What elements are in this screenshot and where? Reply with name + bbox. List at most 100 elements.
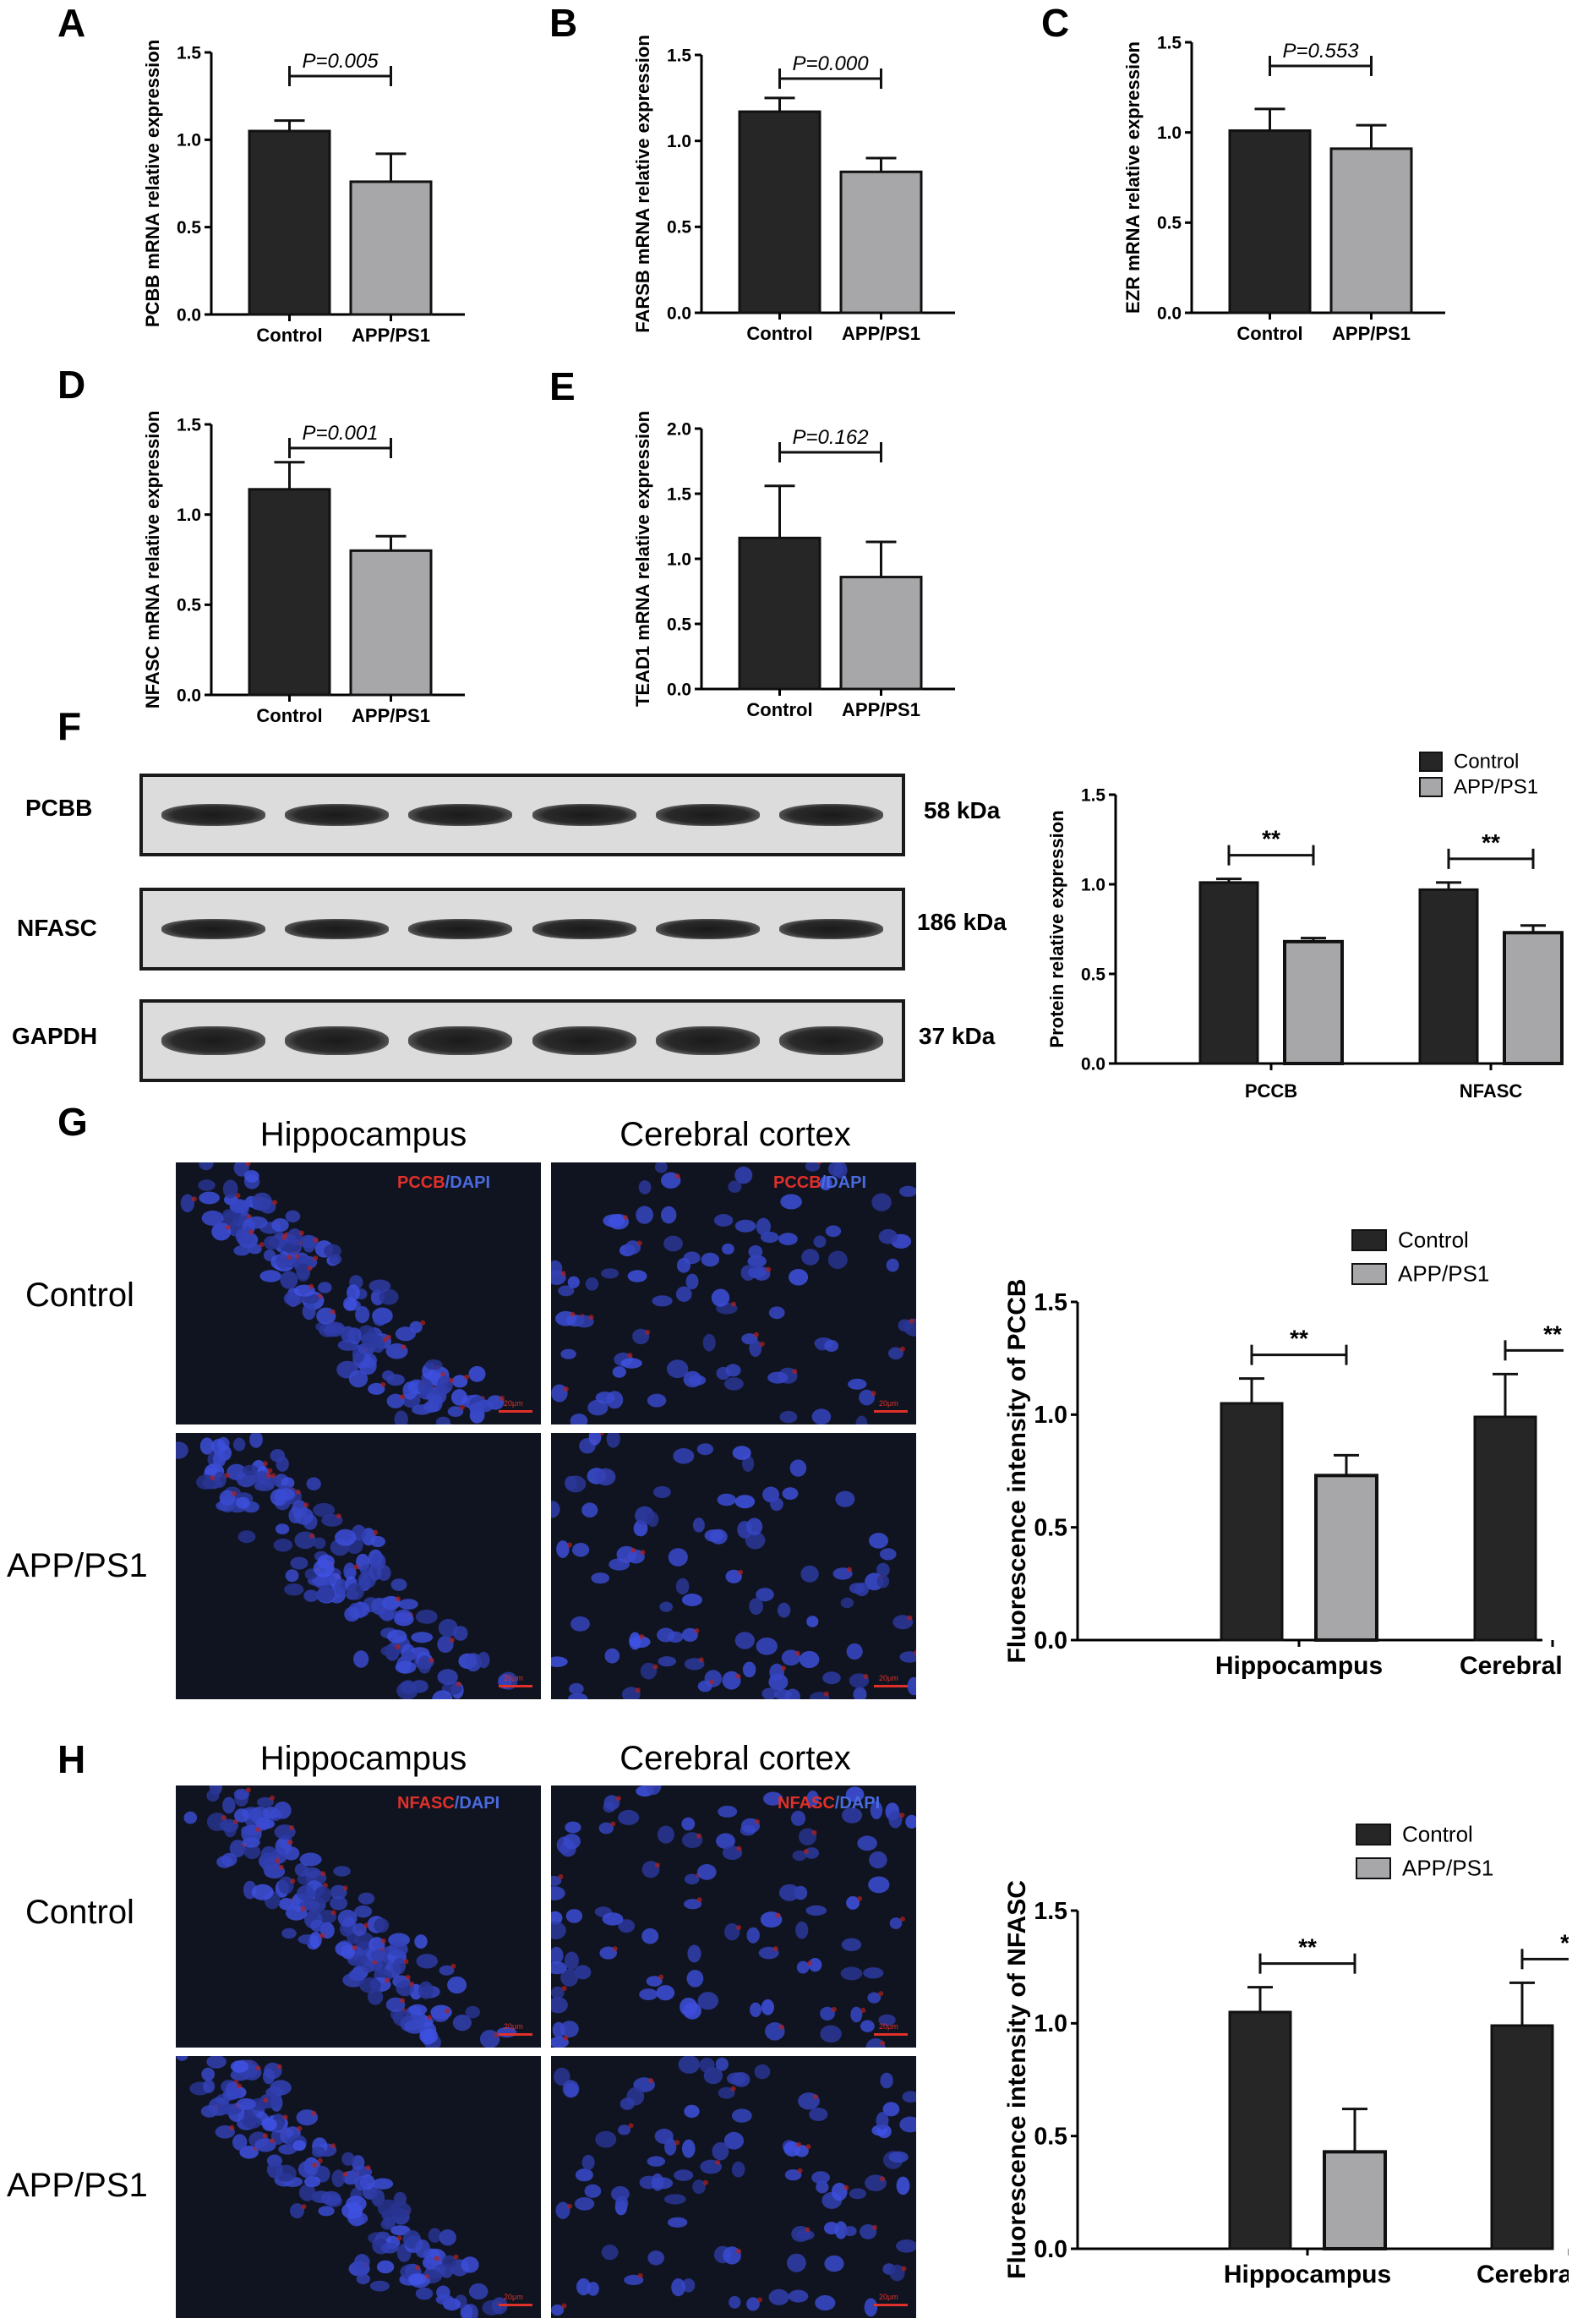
x-tick-label: Hippocampus bbox=[1215, 1652, 1383, 1680]
blot-band bbox=[656, 919, 760, 939]
y-axis-label: Fluorescence intensity of NFASC bbox=[1003, 1880, 1031, 2279]
y-tick-label: 1.0 bbox=[1081, 875, 1105, 894]
g-stain-label-2: PCCB/DAPI bbox=[773, 1173, 867, 1192]
x-tick-label: Control bbox=[256, 325, 322, 346]
y-tick-label: 1.5 bbox=[177, 43, 201, 63]
legend-label: Control bbox=[1402, 1821, 1473, 1846]
y-tick-label: 2.0 bbox=[667, 419, 691, 439]
x-tick-label: APP/PS1 bbox=[842, 323, 920, 344]
chart-b: 0.0 0.5 1.0 1.5 FARSB mRNA relative expressi… bbox=[632, 35, 955, 344]
legend-swatch bbox=[1419, 777, 1443, 797]
legend-swatch bbox=[1351, 1263, 1387, 1285]
chart-a: 0.0 0.5 1.0 1.5 PCBB mRNA relative expressio… bbox=[142, 40, 465, 346]
legend-swatch bbox=[1419, 752, 1443, 772]
blot-band bbox=[408, 919, 513, 939]
micrograph-g-app-hippocampus bbox=[176, 1433, 541, 1699]
y-tick-label: 1.0 bbox=[1034, 2010, 1067, 2037]
x-tick-label: APP/PS1 bbox=[842, 699, 920, 720]
bar bbox=[1418, 888, 1479, 1065]
micrograph-h-app-cortex bbox=[551, 2056, 916, 2318]
y-tick-label: 1.5 bbox=[1034, 1289, 1067, 1316]
chart-f: 0.0 0.5 1.0 1.5 Protein relative expression P… bbox=[1046, 751, 1564, 1102]
y-tick-label: 1.0 bbox=[1157, 123, 1182, 143]
blot-band bbox=[285, 919, 389, 939]
bar bbox=[1490, 2024, 1554, 2250]
y-tick-label: 0.0 bbox=[667, 680, 691, 699]
y-axis-label: EZR mRNA relative expression bbox=[1122, 41, 1144, 314]
p-value-label: P=0.553 bbox=[1282, 40, 1359, 63]
y-tick-label: 0.5 bbox=[667, 218, 691, 238]
legend-swatch bbox=[1356, 1824, 1391, 1846]
scale-bar-8 bbox=[874, 2304, 908, 2306]
y-tick-label: 1.0 bbox=[1034, 1402, 1067, 1429]
significance-label: ** bbox=[1543, 1321, 1562, 1347]
bar bbox=[1228, 2010, 1292, 2250]
blot-band bbox=[532, 804, 636, 826]
scale-bar-4 bbox=[874, 1685, 908, 1687]
bar bbox=[1329, 147, 1413, 314]
scale-label-5: 20μm bbox=[504, 2022, 523, 2031]
scale-label-6: 20μm bbox=[879, 2022, 898, 2031]
micrograph-h-control-cortex bbox=[551, 1785, 916, 2048]
y-tick-label: 0.0 bbox=[177, 305, 201, 325]
g-row-label-app: APP/PS1 bbox=[7, 1547, 148, 1584]
y-tick-label: 1.5 bbox=[667, 46, 691, 65]
panel-label-b: B bbox=[549, 1, 578, 45]
panel-label-h: H bbox=[57, 1737, 86, 1781]
y-tick-label: 1.5 bbox=[1081, 785, 1105, 805]
micrograph-g-control-cortex bbox=[551, 1162, 916, 1424]
y-tick-label: 1.5 bbox=[667, 484, 691, 504]
chart-e: 0.0 0.5 1.0 1.5 2.0 TEAD1 mRNA relative expre… bbox=[632, 411, 955, 720]
blot-band bbox=[532, 1026, 636, 1055]
y-tick-label: 1.0 bbox=[667, 550, 691, 569]
y-tick-label: 0.0 bbox=[1081, 1054, 1105, 1074]
panel-label-a: A bbox=[57, 1, 86, 45]
bar bbox=[248, 129, 331, 316]
blot-strip-pcbb bbox=[139, 774, 905, 856]
y-tick-label: 0.0 bbox=[177, 686, 201, 705]
y-tick-label: 1.5 bbox=[1034, 1898, 1067, 1925]
blot-size-gapdh: 37 kDa bbox=[919, 1023, 996, 1049]
blot-row-label-nfasc: NFASC bbox=[17, 915, 97, 941]
p-value-label: P=0.000 bbox=[792, 52, 869, 75]
micrograph-g-control-hippocampus bbox=[176, 1162, 541, 1424]
y-tick-label: 1.0 bbox=[177, 506, 201, 525]
g-stain-label-1: PCCB/DAPI bbox=[397, 1173, 491, 1192]
blot-strip-gapdh bbox=[139, 999, 905, 1082]
y-axis-label: Fluorescence intensity of PCCB bbox=[1003, 1278, 1031, 1663]
bar bbox=[1198, 881, 1259, 1065]
blot-band bbox=[656, 1026, 760, 1055]
blot-band bbox=[408, 1026, 513, 1055]
x-tick-label: Hippocampus bbox=[1224, 2261, 1391, 2288]
bar bbox=[1220, 1402, 1284, 1642]
blot-band bbox=[779, 1026, 884, 1055]
legend-label: Control bbox=[1454, 751, 1519, 774]
blot-row-label-pcbb: PCBB bbox=[25, 795, 93, 821]
significance-label: ** bbox=[1560, 1929, 1569, 1955]
panel-label-e: E bbox=[549, 364, 576, 408]
blot-band bbox=[285, 1026, 389, 1055]
y-tick-label: 0.5 bbox=[1034, 1515, 1067, 1542]
bar bbox=[1503, 931, 1564, 1065]
g-col-title-hippocampus: Hippocampus bbox=[259, 1116, 467, 1153]
panel-label-d: D bbox=[57, 363, 86, 407]
x-tick-label: APP/PS1 bbox=[352, 705, 430, 726]
scale-bar-2 bbox=[874, 1410, 908, 1413]
micrograph-h-control-hippocampus bbox=[176, 1785, 541, 2048]
bar bbox=[1283, 939, 1344, 1065]
blot-band bbox=[779, 804, 884, 826]
y-tick-label: 0.0 bbox=[667, 303, 691, 323]
panel-label-f: F bbox=[57, 704, 82, 748]
h-col-title-hippocampus: Hippocampus bbox=[259, 1740, 467, 1777]
y-tick-label: 0.5 bbox=[1157, 214, 1182, 233]
significance-label: ** bbox=[1482, 829, 1500, 856]
p-value-label: P=0.001 bbox=[302, 422, 378, 445]
significance-label: ** bbox=[1298, 1934, 1317, 1960]
y-axis-label: NFASC mRNA relative expression bbox=[142, 411, 163, 709]
panel-label-g: G bbox=[57, 1100, 88, 1144]
legend-swatch bbox=[1351, 1229, 1387, 1251]
bar bbox=[1228, 129, 1312, 314]
x-tick-label: Control bbox=[746, 323, 812, 344]
x-tick-label: Cerebral cortex bbox=[1460, 1652, 1564, 1680]
